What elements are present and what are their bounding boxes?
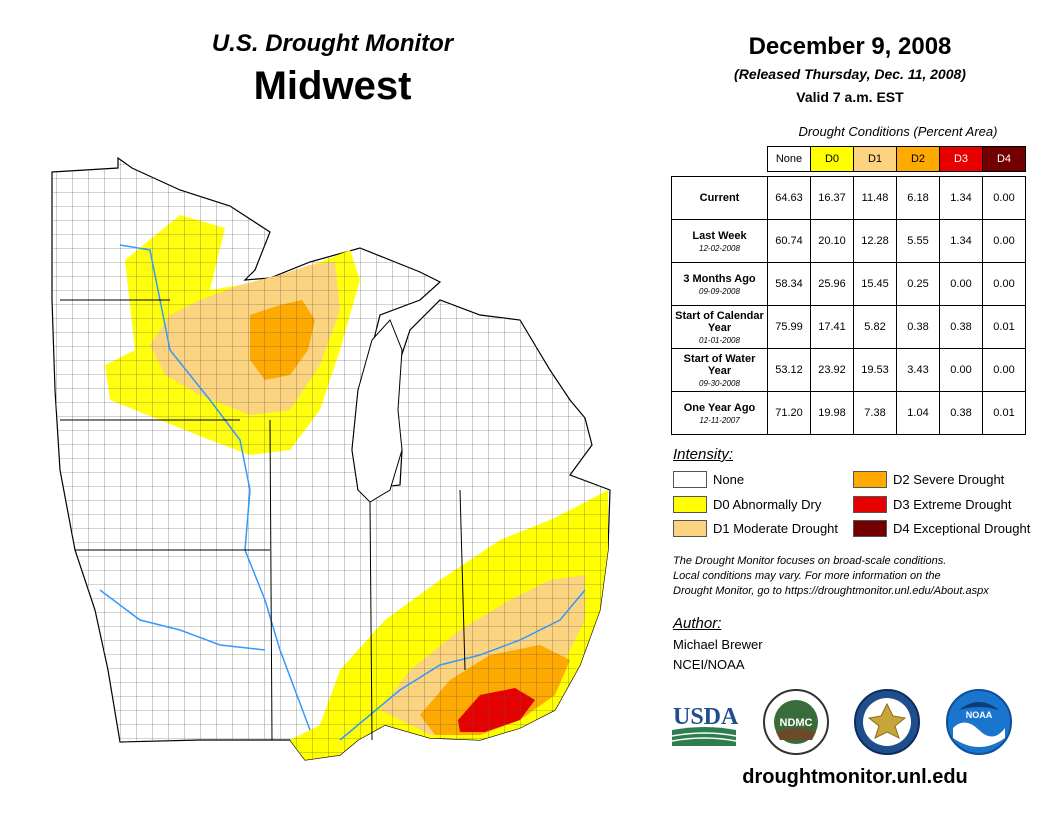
missouri-river: [99, 589, 266, 651]
row-label: Start of Calendar Year 01-01-2008: [671, 305, 768, 349]
table-header-row: None D0 D1 D2 D3 D4: [672, 146, 1026, 172]
map-title: Midwest: [253, 64, 412, 108]
state-borders: [60, 299, 466, 741]
legend-swatch: [673, 496, 707, 513]
disclaimer-note: The Drought Monitor focuses on broad-sca…: [673, 555, 989, 597]
noaa-logo: NOAA: [946, 689, 1012, 755]
legend-item-d3: D3 Extreme Drought: [853, 496, 1012, 513]
mississippi-river: [119, 244, 311, 731]
map-subtitle: U.S. Drought Monitor: [211, 30, 454, 57]
row-label: 3 Months Ago 09-09-2008: [671, 262, 768, 306]
legend-swatch: [673, 471, 707, 488]
conditions-table: None D0 D1 D2 D3 D4 Current 64.63 16.37 …: [671, 146, 1026, 435]
lake-michigan: [351, 319, 403, 503]
legend-swatch: [673, 520, 707, 537]
intensity-title: Intensity:: [673, 446, 734, 463]
row-label: Last Week 12-02-2008: [671, 219, 768, 263]
report-date: December 9, 2008: [748, 33, 952, 60]
footer-url[interactable]: droughtmonitor.unl.edu: [742, 766, 968, 788]
author-title: Author:: [673, 615, 722, 632]
col-d3: D3: [939, 146, 983, 172]
table-row: One Year Ago 12-11-2007 71.20 19.98 7.38 …: [671, 391, 1026, 435]
legend-swatch: [853, 496, 887, 513]
legend-swatch: [853, 520, 887, 537]
table-row: Start of Water Year 09-30-2008 53.12 23.9…: [671, 348, 1026, 392]
svg-text:NDMC: NDMC: [780, 717, 813, 729]
legend-item-d1: D1 Moderate Drought: [673, 520, 838, 537]
legend-item-d4: D4 Exceptional Drought: [853, 520, 1030, 537]
row-label: One Year Ago 12-11-2007: [671, 391, 768, 435]
drought-map: [51, 156, 611, 761]
author-org: NCEI/NOAA: [673, 657, 745, 672]
ohio-river: [339, 589, 586, 741]
svg-text:USDA: USDA: [673, 704, 739, 730]
usda-logo: USDA: [671, 704, 739, 746]
legend-item-d0: D0 Abnormally Dry: [673, 496, 821, 513]
col-d0: D0: [810, 146, 854, 172]
legend-item-d2: D2 Severe Drought: [853, 471, 1004, 488]
col-d4: D4: [982, 146, 1026, 172]
col-d1: D1: [853, 146, 897, 172]
release-date: (Released Thursday, Dec. 11, 2008): [734, 66, 966, 82]
svg-text:NOAA: NOAA: [966, 710, 993, 720]
row-label: Start of Water Year 09-30-2008: [671, 348, 768, 392]
conditions-title: Drought Conditions (Percent Area): [798, 124, 998, 139]
table-row: Current 64.63 16.37 11.48 6.18 1.34 0.00: [671, 176, 1026, 220]
row-label: Current: [671, 176, 768, 220]
col-d2: D2: [896, 146, 940, 172]
valid-time: Valid 7 a.m. EST: [796, 89, 904, 105]
legend-swatch: [853, 471, 887, 488]
table-row: Last Week 12-02-2008 60.74 20.10 12.28 5.…: [671, 219, 1026, 263]
table-row: Start of Calendar Year 01-01-2008 75.99 1…: [671, 305, 1026, 349]
commerce-seal-icon: [854, 689, 920, 755]
col-none: None: [767, 146, 811, 172]
legend-item-none: None: [673, 471, 744, 488]
table-row: 3 Months Ago 09-09-2008 58.34 25.96 15.45…: [671, 262, 1026, 306]
author-name: Michael Brewer: [673, 637, 763, 652]
ndmc-logo: NDMC: [763, 689, 829, 755]
